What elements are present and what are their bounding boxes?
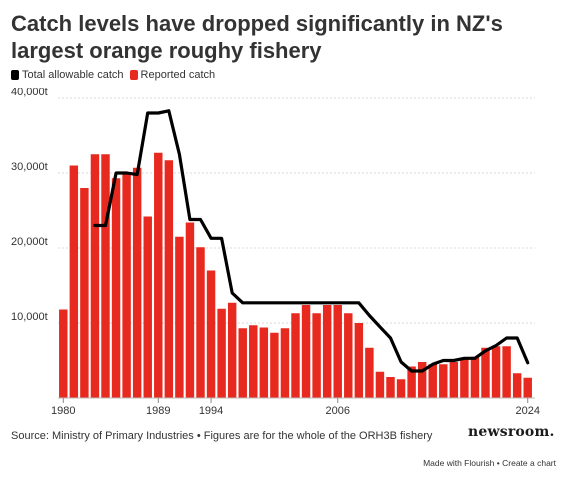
bar [449,362,459,398]
bar [386,377,395,398]
bar [143,216,152,398]
y-tick-label: 40,000t [11,88,48,98]
bar [217,308,226,398]
bar [59,309,68,398]
bar [396,379,406,398]
x-tick-label: 2024 [515,405,539,417]
x-tick-label: 1989 [146,405,170,417]
flourish-footer: Made with Flourish • Create a chart [423,458,556,468]
bar [481,347,490,398]
bar [196,247,205,398]
bar [407,366,416,398]
bar [101,154,110,398]
source-note: Source: Ministry of Primary Industries •… [11,430,433,442]
x-tick-label: 1980 [51,405,75,417]
bar [322,305,332,398]
bar [185,222,195,398]
bar [111,178,121,398]
bar [312,313,321,398]
create-chart-link[interactable]: Create a chart [502,458,556,468]
bar [428,364,437,398]
made-with-flourish-link[interactable]: Made with Flourish [423,458,495,468]
y-tick-label: 30,000t [11,161,48,173]
bar [238,328,247,398]
legend-label: Reported catch [140,69,216,81]
bar [375,371,385,398]
bar [417,362,427,398]
legend-swatch-red [129,70,138,80]
legend-swatch-black [11,70,19,80]
bar [69,165,79,398]
x-tick-label: 2006 [325,405,349,417]
bar [132,167,142,398]
bar [164,160,174,398]
bar [259,327,269,398]
bar [512,373,522,398]
chart-title: Catch levels have dropped significantly … [11,11,503,63]
footer-separator: • [494,458,503,468]
bar [175,236,184,398]
bar [154,152,163,398]
bar [470,356,480,398]
series-line-total-allowable [93,109,530,373]
bar [80,188,89,398]
bar [227,302,237,398]
chart-plot: 10,000t 20,000t 30,000t 40,000t 1980 1989 1994… [11,88,540,417]
y-tick-label: 10,000t [11,311,48,323]
bar [301,305,311,398]
bar [291,313,300,398]
bar [270,332,279,398]
bar [280,328,290,398]
legend-item-total-allowable[interactable]: Total allowable catch [11,69,124,81]
legend-item-reported[interactable]: Reported catch [129,69,216,81]
legend-label: Total allowable catch [22,69,124,81]
bar [523,377,532,398]
bar [460,358,469,398]
bar [491,346,501,398]
bar [206,270,216,398]
legend: Total allowable catch Reported catch [11,69,221,81]
bar [502,346,511,398]
bar [122,174,131,398]
x-tick-label: 1994 [199,405,223,417]
bar [344,313,353,398]
bar [90,154,100,398]
bar [354,323,364,398]
bar [333,305,342,398]
bar [249,325,258,398]
bar [365,347,374,398]
newsroom-logo: newsroom. [468,424,555,440]
bar [439,364,448,398]
y-tick-label: 20,000t [11,236,48,248]
